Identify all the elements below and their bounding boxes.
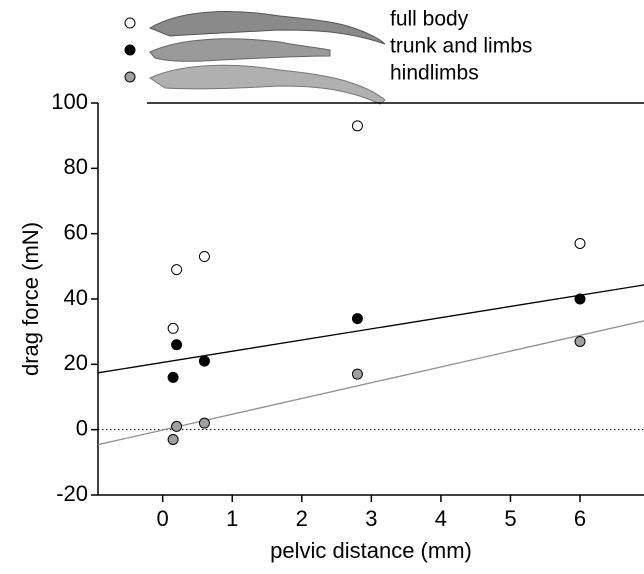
data-point	[167, 371, 179, 383]
data-point	[351, 120, 363, 132]
legend-marker	[124, 17, 136, 29]
x-tick-label: 1	[226, 506, 238, 531]
data-point	[171, 264, 183, 276]
x-axis-title: pelvic distance (mm)	[270, 538, 472, 563]
lizard-full-body	[148, 11, 386, 45]
lizard-hindlimbs	[148, 64, 386, 105]
data-point	[574, 237, 586, 249]
legend-label: trunk and limbs	[390, 35, 532, 58]
x-tick-label: 0	[157, 506, 169, 531]
y-tick-label: -20	[56, 481, 88, 506]
x-tick-label: 6	[574, 506, 586, 531]
data-point	[574, 335, 586, 347]
data-point	[171, 339, 183, 351]
x-tick-label: 3	[365, 506, 377, 531]
y-tick-label: 20	[64, 350, 88, 375]
legend-marker	[124, 44, 136, 56]
x-tick-label: 5	[504, 506, 516, 531]
y-tick-label: 40	[64, 285, 88, 310]
data-point	[198, 355, 210, 367]
y-tick-label: 100	[51, 89, 88, 114]
x-tick-label: 2	[296, 506, 308, 531]
legend-label: hindlimbs	[390, 62, 479, 85]
lizard-trunk-limbs	[149, 38, 331, 62]
data-point	[351, 313, 363, 325]
data-point	[574, 293, 586, 305]
y-tick-label: 60	[64, 219, 88, 244]
y-tick-label: 0	[76, 415, 88, 440]
y-axis-title: drag force (mN)	[18, 222, 43, 376]
legend-illustration	[148, 11, 386, 105]
data-point	[198, 251, 210, 263]
legend-marker	[124, 71, 136, 83]
data-point	[167, 433, 179, 445]
legend-label: full body	[390, 8, 469, 31]
fit-line	[97, 284, 644, 374]
fit-line	[97, 320, 644, 446]
data-point	[198, 417, 210, 429]
y-tick-label: 80	[64, 154, 88, 179]
x-tick-label: 4	[435, 506, 447, 531]
data-point	[351, 368, 363, 380]
data-point	[171, 420, 183, 432]
data-point	[167, 322, 179, 334]
